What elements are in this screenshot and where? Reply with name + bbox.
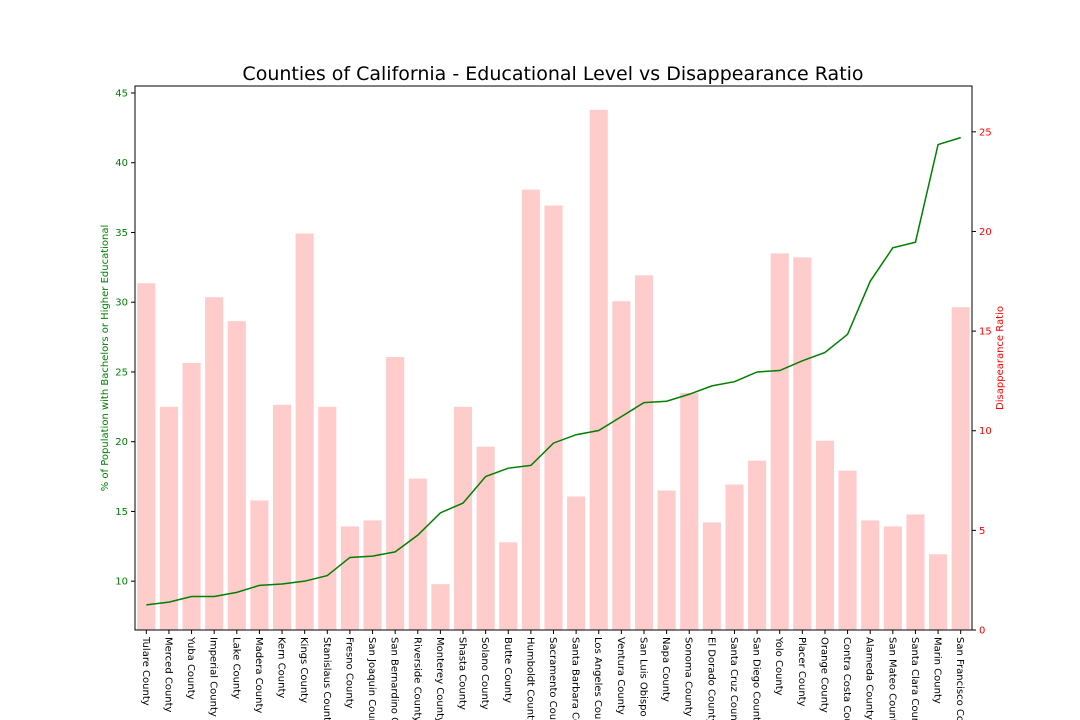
bar <box>883 526 902 630</box>
bar <box>838 470 857 630</box>
axes-layer: 10 15 20 25 30 35 40 45 0 5 10 15 20 25 Tulare County M… <box>100 85 1006 720</box>
bar <box>906 514 925 630</box>
bar <box>544 205 563 631</box>
bar <box>861 520 880 630</box>
x-tick-label: Butte County <box>502 637 513 703</box>
x-tick-label: San Joaquin County <box>366 637 377 720</box>
x-tick-label: Placer County <box>796 637 807 707</box>
x-tick-labels: Tulare County Merced County Yuba County Imp… <box>140 636 965 720</box>
bar <box>725 484 744 630</box>
bar <box>386 357 405 630</box>
x-tick-label: Kern County <box>276 637 287 698</box>
bar <box>363 520 382 630</box>
chart-title: Counties of California - Educational Lev… <box>242 63 863 85</box>
x-tick-label: Fresno County <box>343 637 354 709</box>
y-right-tick-label: 0 <box>979 626 985 637</box>
y-left-tick-label: 35 <box>115 228 128 239</box>
x-tick-label: Marin County <box>932 637 943 704</box>
bar <box>634 275 654 630</box>
bar <box>793 257 812 630</box>
x-tick-label: Santa Clara County <box>909 637 920 720</box>
y-left-tick-label: 20 <box>115 437 128 448</box>
x-tick-label: Orange County <box>818 637 829 713</box>
bar <box>340 526 359 630</box>
x-tick-label: Humboldt County <box>524 637 535 720</box>
bar <box>453 406 473 630</box>
x-tick-label: Alameda County <box>864 637 875 720</box>
x-tick-label: San Mateo County <box>886 637 897 720</box>
x-tick-label: Los Angeles County <box>592 637 603 720</box>
x-tick-label: Ventura County <box>615 637 626 715</box>
bar <box>227 321 246 630</box>
x-tick-label: Yuba County <box>185 636 196 700</box>
bar <box>815 440 835 630</box>
bar <box>951 307 970 630</box>
bar <box>431 584 450 630</box>
education-line <box>146 136 961 606</box>
x-tick-label: Sacramento County <box>547 637 558 720</box>
bar <box>567 496 586 630</box>
x-tick-label: Merced County <box>162 637 173 713</box>
x-tick-label: Monterey County <box>434 637 445 720</box>
y-left-axis-label: % of Population with Bachelors or Higher… <box>100 225 111 492</box>
bar <box>250 500 269 630</box>
x-tick-label: San Diego County <box>751 637 762 720</box>
y-right-tick-label: 10 <box>979 426 992 437</box>
bar <box>657 490 676 630</box>
y-right-tick-label: 25 <box>979 127 992 138</box>
x-tick-label: Santa Cruz County <box>728 637 739 720</box>
bar <box>680 392 699 630</box>
y-left-tick-label: 30 <box>115 298 128 309</box>
bar <box>499 542 518 630</box>
x-tick-label: Contra Costa County <box>841 637 852 720</box>
bar <box>408 478 427 630</box>
x-tick-label: Yolo County <box>773 636 784 696</box>
x-tick-label: Riverside County <box>411 637 422 720</box>
x-tick-label: Sonoma County <box>683 637 694 717</box>
bar <box>748 460 767 630</box>
y-left-tick-label: 40 <box>115 158 128 169</box>
bar <box>182 362 201 630</box>
y-left-tick-label: 25 <box>115 367 128 378</box>
x-tick-label: Stanislaus County <box>321 637 332 720</box>
bar <box>159 406 178 630</box>
x-tick-label: Solano County <box>479 637 490 710</box>
y-left-tick-label: 10 <box>115 577 128 588</box>
line-layer <box>146 136 961 606</box>
x-tick-label: El Dorado County <box>705 637 716 720</box>
y-right-axis-label: Disappearance Ratio <box>995 306 1006 410</box>
x-tick-label: Madera County <box>253 637 264 713</box>
y-left-tick-label: 45 <box>115 88 128 99</box>
x-tick-label: Lake County <box>230 637 241 699</box>
bar <box>770 253 789 630</box>
y-right-tick-label: 20 <box>979 227 992 238</box>
x-tick-label: Napa County <box>660 637 671 702</box>
bar <box>612 301 631 630</box>
bar <box>476 446 495 630</box>
x-tick-label: San Francisco County <box>954 637 965 720</box>
bar <box>295 233 314 630</box>
bar <box>929 554 948 630</box>
bar <box>205 297 224 630</box>
bar <box>137 283 156 630</box>
x-tick-label: Kings County <box>298 637 309 703</box>
x-tick-label: Santa Barbara County <box>570 637 581 720</box>
x-tick-label: Tulare County <box>140 636 151 706</box>
y-left-tick-label: 15 <box>115 507 128 518</box>
bar <box>702 522 721 630</box>
x-tick-label: San Bernardino County <box>389 637 400 720</box>
bar <box>318 406 337 630</box>
bar <box>272 404 292 630</box>
bars-layer <box>137 109 970 631</box>
bar <box>589 109 608 630</box>
x-tick-label: San Luis Obispo County <box>637 637 648 720</box>
y-right-tick-label: 15 <box>979 327 992 338</box>
bar <box>521 189 540 630</box>
y-right-tick-label: 5 <box>979 526 985 537</box>
x-tick-label: Shasta County <box>457 637 468 710</box>
x-tick-label: Imperial County <box>208 637 219 717</box>
